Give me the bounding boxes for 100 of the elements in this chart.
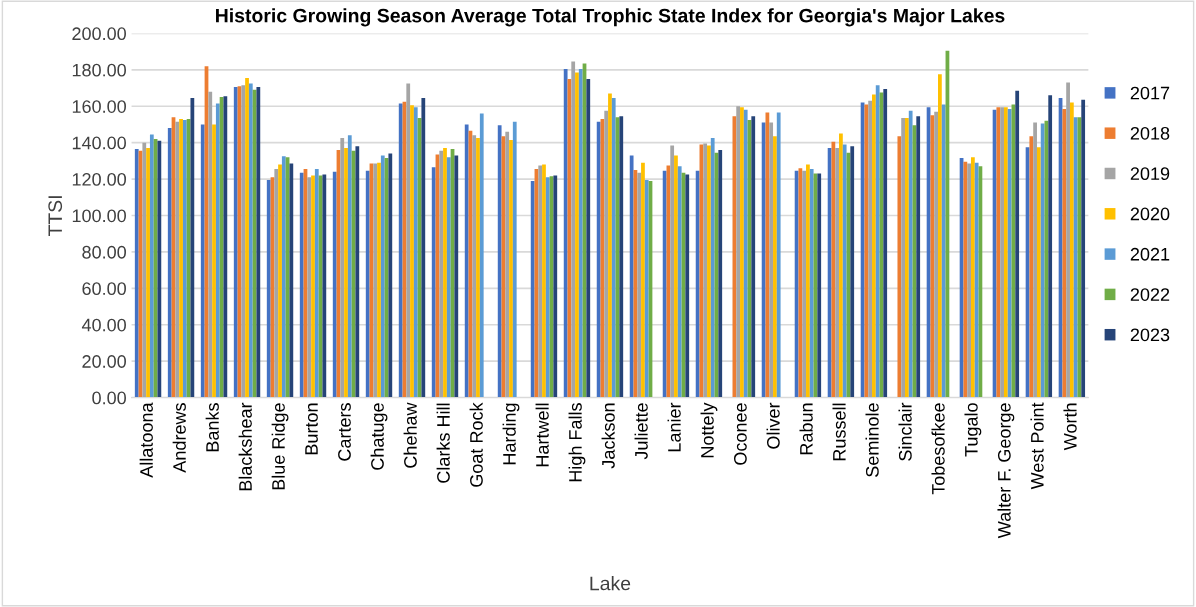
x-tick-label: Rabun — [799, 403, 813, 455]
bar — [868, 100, 873, 398]
bar — [241, 85, 246, 398]
bar — [439, 150, 444, 398]
bar — [421, 98, 426, 398]
x-tick-label: Burton — [305, 403, 318, 455]
bar — [908, 110, 913, 398]
x-tick-label: Oliver — [766, 402, 780, 449]
bar — [245, 78, 249, 398]
x-tick-label: Banks — [205, 403, 219, 452]
x-tick-label: Chehaw — [403, 402, 417, 468]
bar — [930, 115, 935, 398]
bar — [505, 131, 510, 398]
bar — [798, 168, 803, 398]
bar — [299, 172, 304, 398]
bar — [604, 110, 609, 398]
bar — [578, 68, 583, 398]
bar — [743, 109, 748, 398]
bar — [916, 116, 921, 398]
bar — [406, 83, 411, 398]
bar — [212, 124, 216, 398]
x-tick-label: Clarks Hill — [436, 403, 450, 483]
bar — [274, 169, 279, 398]
bar — [1073, 117, 1078, 398]
bar — [963, 161, 968, 398]
bar — [1007, 108, 1012, 398]
bar — [817, 173, 822, 398]
bar — [175, 121, 180, 398]
legend-label: 2017 — [1130, 86, 1170, 100]
x-tick-label: Chatuge — [370, 403, 388, 470]
bar — [413, 107, 418, 398]
bar — [289, 163, 294, 398]
bar — [208, 91, 213, 398]
bar — [1000, 107, 1004, 398]
bar — [1048, 95, 1053, 398]
bar — [629, 155, 634, 398]
bar — [167, 128, 172, 398]
bar — [322, 174, 327, 398]
x-tick-label: Tobesofkee — [931, 403, 945, 495]
x-tick-label: Goat Rock — [469, 402, 483, 487]
x-tick-label: Carters — [338, 403, 351, 461]
bar — [974, 162, 979, 398]
bar — [831, 141, 836, 398]
bar — [736, 106, 741, 398]
bar — [1069, 102, 1074, 398]
bar — [443, 148, 447, 398]
bar — [806, 164, 810, 398]
bar — [619, 116, 624, 398]
bar — [311, 175, 315, 398]
bar — [278, 164, 282, 398]
bar — [718, 149, 723, 398]
bar — [256, 87, 261, 398]
bar — [377, 162, 381, 398]
legend-label: 2020 — [1130, 207, 1170, 221]
y-tick-label: 100.00 — [72, 209, 126, 223]
x-tick-label: Harding — [502, 403, 520, 465]
bar — [897, 136, 902, 398]
x-tick-label: High Falls — [568, 403, 586, 482]
bar — [674, 155, 678, 398]
bar — [314, 169, 319, 398]
bar — [1015, 90, 1020, 398]
bar — [509, 139, 513, 398]
bar — [200, 124, 205, 398]
x-tick-label: Worth — [1063, 403, 1077, 451]
bar — [996, 107, 1001, 398]
bar — [571, 61, 576, 398]
bar — [553, 175, 558, 398]
bar — [332, 171, 337, 398]
x-tick-label: Blue Ridge — [271, 403, 289, 490]
y-tick-label: 40.00 — [81, 318, 126, 332]
bar — [710, 138, 715, 398]
bar — [1066, 82, 1070, 398]
bar — [179, 118, 183, 398]
legend-label: 2019 — [1130, 167, 1170, 181]
bar — [905, 118, 909, 398]
x-tick-label: Russell — [832, 403, 846, 461]
bar — [157, 140, 162, 398]
y-tick-label: 20.00 — [82, 355, 126, 368]
bar — [479, 113, 484, 398]
bar — [388, 153, 393, 398]
bar — [149, 134, 154, 398]
bar — [410, 105, 414, 398]
y-tick-label: 0.00 — [92, 391, 126, 405]
bar — [941, 104, 946, 398]
bar — [1062, 108, 1067, 398]
bar — [662, 170, 667, 398]
x-tick-label: Andrews — [172, 403, 186, 473]
bar — [875, 85, 880, 398]
bar — [839, 133, 843, 398]
bar — [637, 172, 642, 398]
x-tick-label: Allatoona — [139, 402, 153, 478]
bar — [446, 157, 451, 398]
x-tick-label: Oconee — [733, 403, 747, 465]
bar — [864, 104, 869, 398]
bar — [472, 135, 477, 398]
bar — [608, 93, 612, 398]
bar — [398, 103, 403, 398]
bar — [835, 148, 840, 398]
bar — [850, 146, 855, 398]
bar — [644, 179, 649, 398]
